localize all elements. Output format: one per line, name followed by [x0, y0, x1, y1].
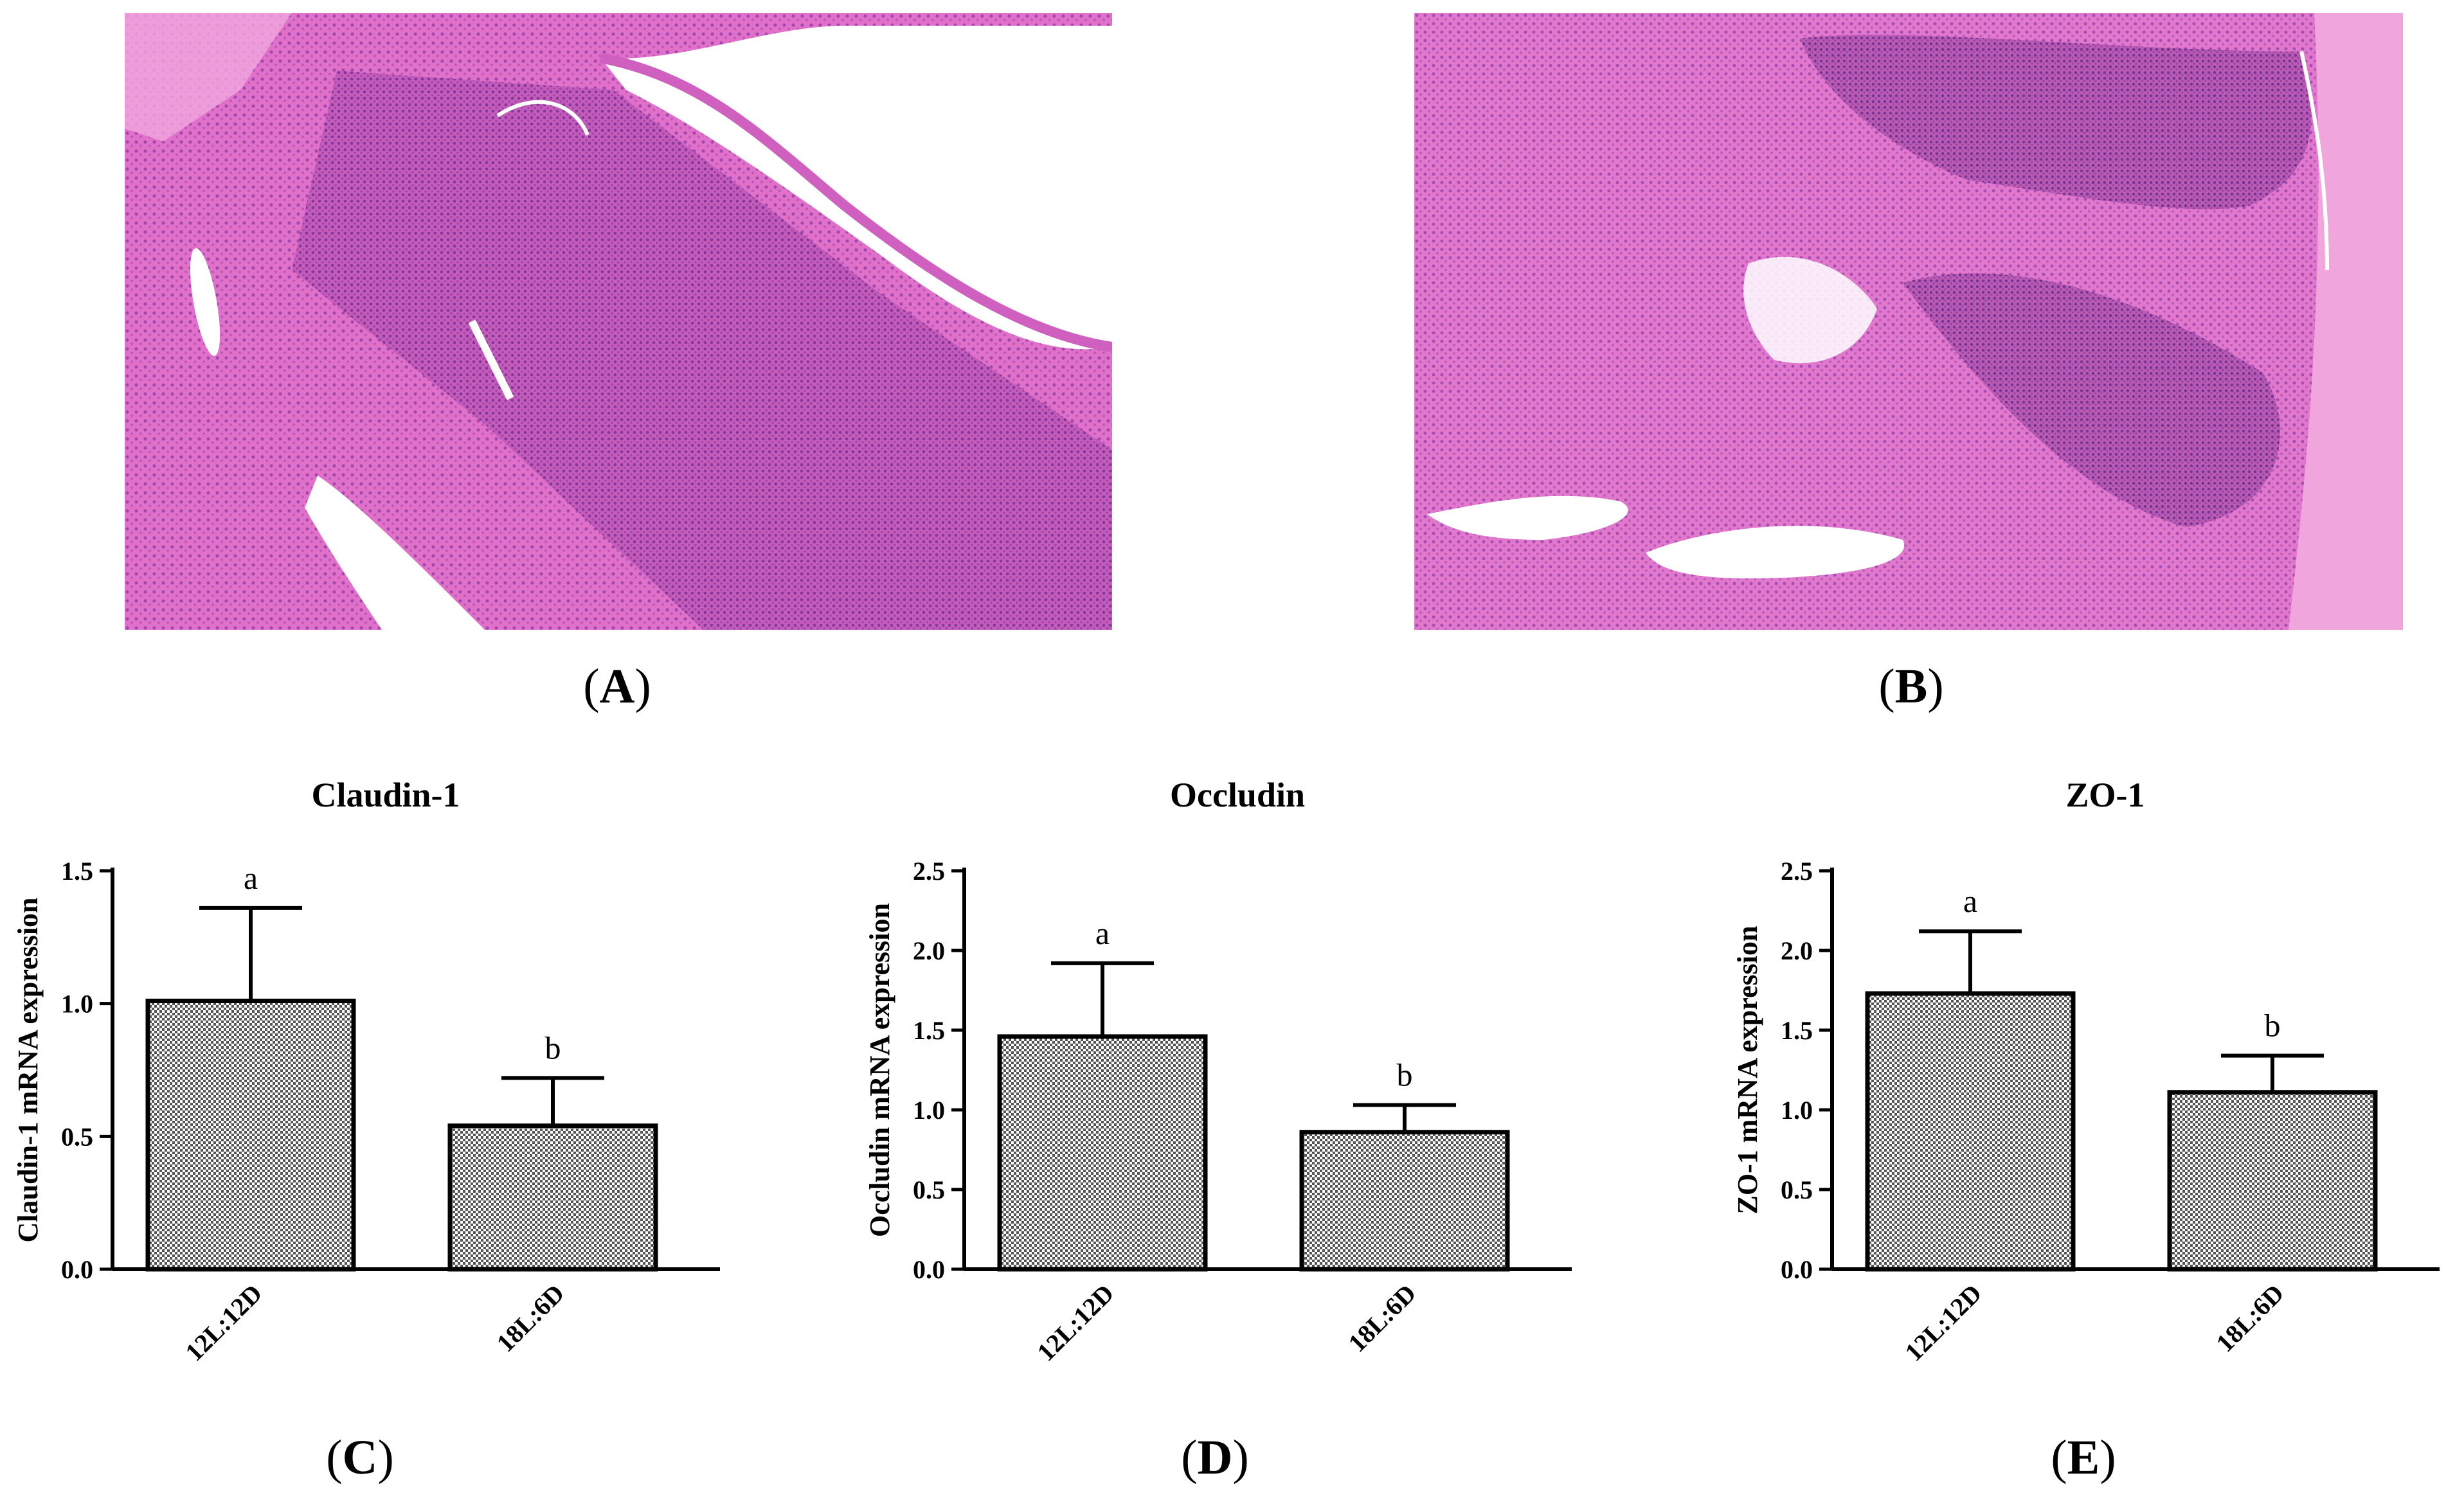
- bar-18l-6d: [2167, 1090, 2378, 1272]
- y-tick-label: 0.5: [1781, 1175, 1813, 1204]
- y-tick-label: 1.5: [1781, 1016, 1813, 1045]
- bar-18l-6d: [1299, 1130, 1510, 1272]
- chart-title: Occludin: [1170, 776, 1305, 814]
- y-tick-label: 2.0: [1781, 936, 1813, 965]
- x-tick-label: 18L:6D: [1342, 1279, 1421, 1358]
- chart-zo-1: ZO-1 ZO-1 mRNA expression 0.0 0.5 1.0 1.5 2.0 2…: [1720, 758, 2464, 1430]
- y-axis-label: ZO-1 mRNA expression: [1732, 926, 1763, 1215]
- chart-claudin-1-svg: Claudin-1 Claudin-1 mRNA expression 0.0 0.5…: [12, 776, 720, 1367]
- bar-12l-12d: [145, 999, 356, 1272]
- x-tick-label: 18L:6D: [2210, 1279, 2289, 1358]
- chart-occludin-svg: Occludin Occludin mRNA expression 0.0 0.5 1.…: [864, 776, 1572, 1367]
- histology-image-a-svg: [125, 13, 1113, 630]
- significance-label: b: [1397, 1057, 1413, 1093]
- y-tick-label: 2.5: [913, 857, 945, 886]
- y-tick-label: 0.5: [913, 1175, 945, 1204]
- panel-label-c: (C): [326, 1431, 394, 1485]
- chart-title: ZO-1: [2065, 776, 2145, 814]
- panel-label-d: (D): [1181, 1431, 1249, 1485]
- y-axis-label: Occludin mRNA expression: [864, 903, 895, 1237]
- bar-12l-12d: [997, 1034, 1208, 1272]
- bar-12l-12d: [1865, 991, 2076, 1272]
- x-tick-label: 18L:6D: [490, 1279, 570, 1358]
- significance-label: a: [1963, 883, 1977, 919]
- x-tick-label: 12L:12D: [1031, 1279, 1119, 1367]
- significance-label: a: [1095, 915, 1110, 951]
- y-tick-label: 0.5: [61, 1122, 93, 1151]
- panel-label-e: (E): [2051, 1431, 2116, 1485]
- histology-image-a: [125, 13, 1113, 630]
- y-tick-label: 2.0: [913, 936, 945, 965]
- histology-image-b: [1414, 13, 2403, 630]
- bar-18l-6d: [447, 1123, 658, 1272]
- panel-label-a: (A): [583, 659, 651, 713]
- y-tick-label: 1.0: [61, 990, 93, 1019]
- y-tick-label: 1.5: [61, 857, 93, 886]
- y-tick-label: 1.0: [1781, 1096, 1813, 1125]
- y-tick-label: 0.0: [913, 1255, 945, 1284]
- y-axis-label: Claudin-1 mRNA expression: [12, 897, 44, 1242]
- significance-label: b: [2265, 1008, 2281, 1044]
- x-tick-label: 12L:12D: [1899, 1279, 1987, 1367]
- chart-zo-1-svg: ZO-1 ZO-1 mRNA expression 0.0 0.5 1.0 1.5 2.0 2…: [1732, 776, 2440, 1367]
- y-tick-label: 0.0: [61, 1255, 93, 1284]
- chart-title: Claudin-1: [311, 776, 460, 814]
- chart-occludin: Occludin Occludin mRNA expression 0.0 0.5 1.…: [852, 758, 1623, 1430]
- x-tick-label: 12L:12D: [179, 1279, 267, 1367]
- y-tick-label: 1.5: [913, 1016, 945, 1045]
- significance-label: a: [244, 860, 258, 896]
- chart-claudin-1: Claudin-1 Claudin-1 mRNA expression 0.0 0.5…: [0, 758, 771, 1430]
- panel-label-b: (B): [1878, 659, 1944, 713]
- y-tick-label: 2.5: [1781, 857, 1813, 886]
- y-tick-label: 1.0: [913, 1096, 945, 1125]
- histology-image-b-svg: [1414, 13, 2403, 630]
- significance-label: b: [545, 1030, 561, 1066]
- y-tick-label: 0.0: [1781, 1255, 1813, 1284]
